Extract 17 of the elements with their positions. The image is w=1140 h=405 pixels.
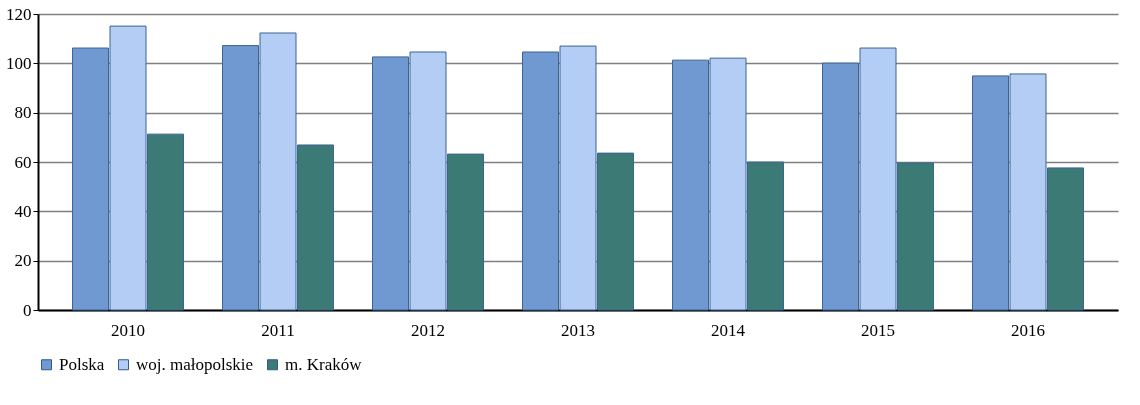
x-tick-label: 2011 (261, 320, 295, 340)
y-tick-label: 20 (14, 251, 32, 271)
y-tick-label: 100 (6, 53, 32, 73)
x-tick-label: 2013 (561, 320, 595, 340)
x-tick-label: 2016 (1011, 320, 1045, 340)
x-tick-label: 2012 (411, 320, 445, 340)
y-tick-label: 60 (14, 152, 32, 172)
x-tick-label: 2010 (111, 320, 145, 340)
y-tick-label: 80 (14, 103, 32, 123)
legend-label: woj. małopolskie (136, 354, 254, 374)
y-tick-label: 120 (6, 4, 32, 24)
y-tick-label: 40 (14, 201, 32, 221)
x-tick-label: 2014 (711, 320, 746, 340)
x-tick-label: 2015 (861, 320, 895, 340)
legend-label: m. Kraków (285, 354, 363, 374)
legend-label: Polska (59, 354, 105, 374)
y-tick-label: 0 (23, 300, 32, 320)
